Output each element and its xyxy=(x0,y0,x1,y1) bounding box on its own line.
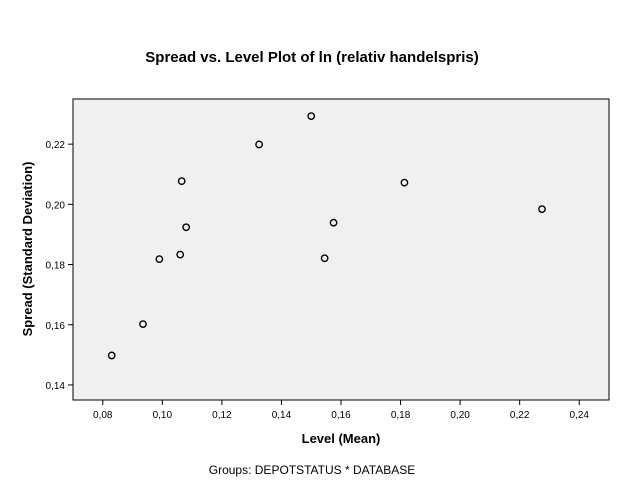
y-tick-label: 0,20 xyxy=(46,200,66,211)
y-axis-ticks: 0,14 0,16 0,18 0,20 0,22 xyxy=(46,140,73,392)
data-point xyxy=(155,255,164,264)
y-tick-label: 0,14 xyxy=(46,381,66,392)
x-tick-label: 0,08 xyxy=(93,410,113,421)
chart-title: Spread vs. Level Plot of ln (relativ han… xyxy=(145,49,478,66)
x-tick-label: 0,16 xyxy=(331,410,351,421)
y-axis-label: Spread (Standard Deviation) xyxy=(20,162,35,337)
data-point xyxy=(255,140,264,149)
y-tick-label: 0,18 xyxy=(46,261,66,272)
x-axis-ticks: 0,08 0,10 0,12 0,14 0,16 0,18 0,20 0,22 0,24 xyxy=(93,400,589,421)
x-tick-label: 0,14 xyxy=(272,410,292,421)
x-tick-label: 0,10 xyxy=(153,410,173,421)
data-point xyxy=(320,254,329,263)
x-axis-label: Level (Mean) xyxy=(302,431,381,446)
x-tick-label: 0,12 xyxy=(212,410,232,421)
groups-footnote: Groups: DEPOTSTATUS * DATABASE xyxy=(209,463,416,477)
x-tick-label: 0,22 xyxy=(510,410,530,421)
data-point xyxy=(182,223,191,232)
data-point xyxy=(538,205,546,214)
data-point xyxy=(177,177,186,186)
data-point xyxy=(107,351,116,360)
x-tick-label: 0,24 xyxy=(569,410,589,421)
data-point xyxy=(400,178,409,187)
x-tick-label: 0,20 xyxy=(450,410,470,421)
data-point xyxy=(176,250,185,259)
data-point xyxy=(139,320,147,329)
y-tick-label: 0,16 xyxy=(46,321,66,332)
data-point xyxy=(329,218,338,227)
y-tick-label: 0,22 xyxy=(46,140,66,151)
plot-area xyxy=(72,98,610,401)
x-tick-label: 0,18 xyxy=(391,410,411,421)
data-points xyxy=(107,112,546,360)
data-point xyxy=(307,112,316,121)
